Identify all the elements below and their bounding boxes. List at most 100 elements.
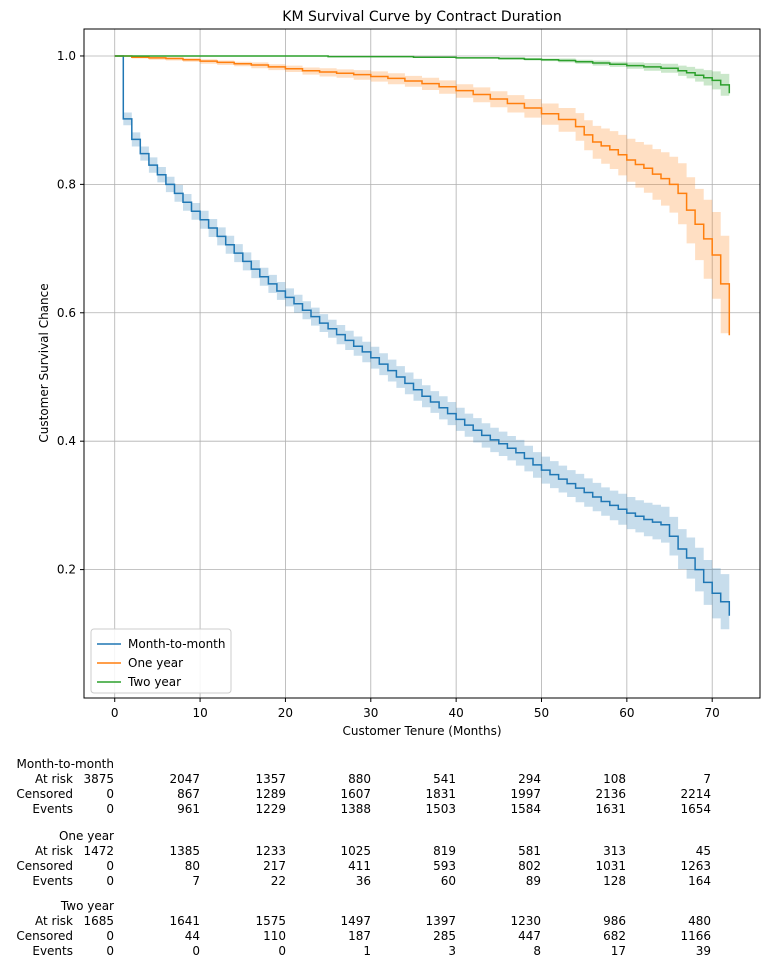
- risk-row-label: Censored: [16, 929, 73, 943]
- risk-cell: 0: [278, 944, 286, 958]
- chart-title: KM Survival Curve by Contract Duration: [282, 9, 561, 25]
- risk-cell: 1230: [510, 914, 541, 928]
- risk-row-label: Events: [32, 874, 73, 888]
- legend: Month-to-month One year Two year: [90, 628, 232, 694]
- risk-cell: 1031: [595, 859, 626, 873]
- risk-cell: 39: [695, 944, 711, 958]
- risk-cell: 0: [106, 859, 114, 873]
- risk-cell: 1289: [255, 787, 286, 801]
- risk-cell: 7: [192, 874, 200, 888]
- risk-cell: 1607: [340, 787, 371, 801]
- risk-cell: 128: [603, 874, 626, 888]
- risk-group-title: One year: [58, 829, 114, 843]
- gridlines: [84, 29, 760, 698]
- risk-cell: 294: [518, 772, 541, 786]
- risk-cell: 164: [688, 874, 711, 888]
- risk-cell: 44: [184, 929, 200, 943]
- risk-row-label: Censored: [16, 787, 73, 801]
- risk-cell: 187: [348, 929, 371, 943]
- survival-lines: [114, 55, 731, 616]
- x-tick-label: 0: [111, 706, 119, 720]
- risk-row-label: At risk: [35, 844, 73, 858]
- risk-row-label: At risk: [35, 914, 73, 928]
- risk-cell: 880: [348, 772, 371, 786]
- risk-cell: 1997: [510, 787, 541, 801]
- plot-frame: [83, 28, 761, 699]
- risk-cell: 45: [695, 844, 711, 858]
- x-tick-label: 20: [278, 706, 293, 720]
- y-axis-label: Customer Survival Chance: [37, 283, 51, 442]
- risk-cell: 2047: [169, 772, 200, 786]
- risk-row-label: Events: [32, 802, 73, 816]
- y-tick-label: 0.2: [57, 563, 76, 577]
- ci-band-one-year: [114, 56, 730, 410]
- risk-cell: 7: [703, 772, 711, 786]
- risk-cell: 1831: [425, 787, 456, 801]
- risk-cell: 1166: [680, 929, 711, 943]
- risk-cell: 1388: [340, 802, 371, 816]
- risk-cell: 3: [448, 944, 456, 958]
- risk-cell: 1584: [510, 802, 541, 816]
- risk-cell: 2136: [595, 787, 626, 801]
- risk-cell: 819: [433, 844, 456, 858]
- risk-cell: 1472: [83, 844, 114, 858]
- risk-cell: 1497: [340, 914, 371, 928]
- risk-cell: 802: [518, 859, 541, 873]
- risk-cell: 0: [192, 944, 200, 958]
- x-axis-ticks: 0 10 20 30 40 50 60 70: [111, 698, 720, 720]
- y-tick-label: 0.6: [57, 306, 76, 320]
- risk-cell: 89: [525, 874, 541, 888]
- risk-row-label: At risk: [35, 772, 73, 786]
- risk-cell: 60: [440, 874, 456, 888]
- legend-label: One year: [128, 656, 183, 670]
- risk-cell: 1641: [169, 914, 200, 928]
- risk-cell: 22: [270, 874, 286, 888]
- confidence-bands: [114, 56, 730, 650]
- risk-cell: 1575: [255, 914, 286, 928]
- risk-cell: 80: [184, 859, 200, 873]
- risk-cell: 593: [433, 859, 456, 873]
- legend-label: Two year: [127, 675, 181, 689]
- risk-group-title: Two year: [60, 899, 114, 913]
- legend-box: [90, 628, 232, 694]
- risk-cell: 3875: [83, 772, 114, 786]
- risk-row-label: Censored: [16, 859, 73, 873]
- risk-cell: 1025: [340, 844, 371, 858]
- risk-cell: 986: [603, 914, 626, 928]
- risk-cell: 1503: [425, 802, 456, 816]
- risk-cell: 1397: [425, 914, 456, 928]
- risk-cell: 1233: [255, 844, 286, 858]
- x-axis-label: Customer Tenure (Months): [342, 724, 501, 738]
- risk-cell: 8: [533, 944, 541, 958]
- y-tick-label: 1.0: [57, 49, 76, 63]
- y-tick-label: 0.8: [57, 177, 76, 191]
- risk-cell: 285: [433, 929, 456, 943]
- risk-cell: 110: [263, 929, 286, 943]
- risk-cell: 867: [177, 787, 200, 801]
- x-tick-label: 70: [705, 706, 720, 720]
- x-tick-label: 30: [363, 706, 378, 720]
- risk-cell: 541: [433, 772, 456, 786]
- risk-cell: 581: [518, 844, 541, 858]
- risk-cell: 0: [106, 874, 114, 888]
- y-axis-ticks: 0.2 0.4 0.6 0.8 1.0: [57, 49, 84, 577]
- risk-cell: 1685: [83, 914, 114, 928]
- risk-cell: 17: [610, 944, 626, 958]
- x-tick-label: 10: [192, 706, 207, 720]
- risk-cell: 1654: [680, 802, 711, 816]
- risk-cell: 1385: [169, 844, 200, 858]
- risk-row-label: Events: [32, 944, 73, 958]
- risk-cell: 682: [603, 929, 626, 943]
- risk-cell: 0: [106, 802, 114, 816]
- ci-band-month-to-month: [114, 56, 730, 650]
- risk-cell: 2214: [680, 787, 711, 801]
- risk-cell: 1: [363, 944, 371, 958]
- risk-group-title: Month-to-month: [16, 757, 115, 771]
- risk-cell: 961: [177, 802, 200, 816]
- y-tick-label: 0.4: [57, 434, 76, 448]
- risk-cell: 411: [348, 859, 371, 873]
- risk-cell: 0: [106, 944, 114, 958]
- series-line-month-to-month: [114, 55, 731, 616]
- risk-cell: 1357: [255, 772, 286, 786]
